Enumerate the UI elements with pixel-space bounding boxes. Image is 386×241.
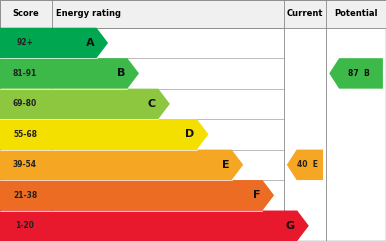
Text: C: C xyxy=(148,99,156,109)
Text: Potential: Potential xyxy=(334,9,378,18)
Text: 92+: 92+ xyxy=(17,39,33,47)
Polygon shape xyxy=(329,58,383,89)
Text: 40  E: 40 E xyxy=(297,160,318,169)
Text: Current: Current xyxy=(287,9,323,18)
Polygon shape xyxy=(0,28,108,58)
Text: 69-80: 69-80 xyxy=(13,99,37,108)
Polygon shape xyxy=(0,119,208,150)
Polygon shape xyxy=(0,58,139,89)
Text: A: A xyxy=(86,38,94,48)
Polygon shape xyxy=(0,150,243,180)
Text: 81-91: 81-91 xyxy=(13,69,37,78)
Text: E: E xyxy=(222,160,229,170)
Polygon shape xyxy=(287,150,323,180)
Polygon shape xyxy=(0,211,309,241)
Text: B: B xyxy=(117,68,125,78)
Polygon shape xyxy=(0,180,274,211)
Text: G: G xyxy=(286,221,295,231)
Text: 55-68: 55-68 xyxy=(13,130,37,139)
Text: 21-38: 21-38 xyxy=(13,191,37,200)
Bar xyxy=(0,0,386,28)
Text: F: F xyxy=(253,190,260,200)
Text: 87  B: 87 B xyxy=(348,69,370,78)
Text: 39-54: 39-54 xyxy=(13,160,37,169)
Text: Energy rating: Energy rating xyxy=(56,9,121,18)
Polygon shape xyxy=(0,89,170,119)
Text: 1-20: 1-20 xyxy=(15,221,34,230)
Text: D: D xyxy=(185,129,195,139)
Text: Score: Score xyxy=(13,9,39,18)
